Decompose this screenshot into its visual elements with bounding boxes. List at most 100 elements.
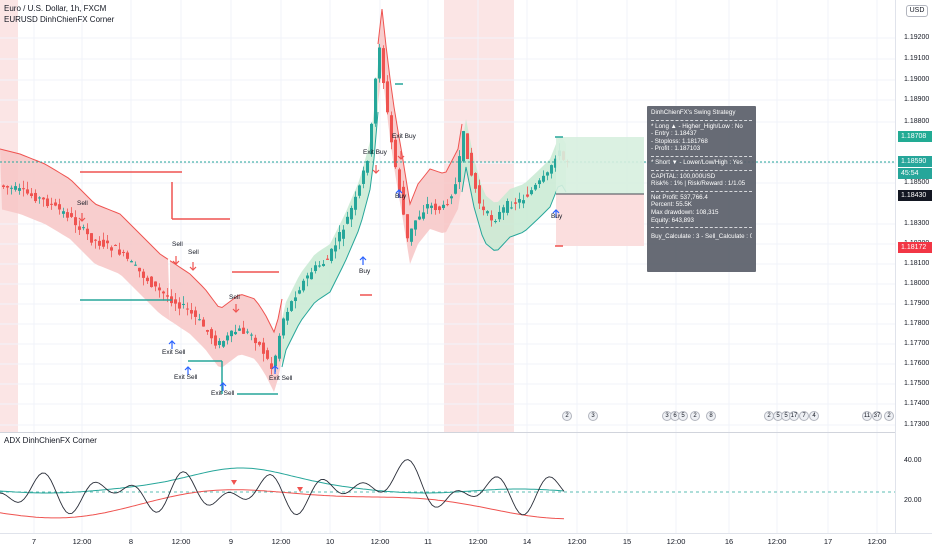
envelope-band <box>170 260 282 392</box>
candle <box>150 276 153 288</box>
envelope-edge <box>377 8 463 206</box>
candle <box>10 187 13 189</box>
divider <box>651 155 752 157</box>
candle <box>234 331 237 335</box>
candle <box>262 342 265 354</box>
price-tick: 1.19100 <box>904 55 930 62</box>
sell-marker-icon <box>231 480 237 485</box>
candle <box>386 81 389 113</box>
countdown-tag: 45:54 <box>898 168 932 179</box>
candle <box>410 228 413 242</box>
candle <box>70 213 73 217</box>
candle <box>266 350 269 359</box>
event-badge[interactable]: 5 <box>678 411 688 421</box>
main-chart[interactable] <box>0 0 895 432</box>
sell-arrow-icon <box>172 260 180 265</box>
candle <box>110 247 113 251</box>
adx-legend[interactable]: ADX DinhChienFX Corner <box>4 436 97 445</box>
divider <box>651 190 752 192</box>
sell-arrow-icon <box>189 266 197 271</box>
strategy-info-panel: DinhChienFX's Swing Strategy * Long ▲ - … <box>647 106 756 272</box>
candle <box>78 226 81 230</box>
candle <box>54 202 57 206</box>
candle <box>498 211 501 220</box>
time-tick: 7 <box>31 537 37 546</box>
candle <box>182 303 185 305</box>
candle <box>530 190 533 195</box>
candle <box>154 281 157 287</box>
event-badge[interactable]: 7 <box>799 411 809 421</box>
event-badge[interactable]: 17 <box>789 411 799 421</box>
event-badge[interactable]: 2 <box>884 411 894 421</box>
capital-line: CAPITAL: 100,000USD <box>651 172 716 180</box>
candle <box>230 330 233 337</box>
candle <box>210 329 213 339</box>
candle <box>282 318 285 336</box>
candle <box>254 337 257 344</box>
candle <box>46 198 49 207</box>
event-badge[interactable]: 3 <box>588 411 598 421</box>
event-badge[interactable]: 4 <box>809 411 819 421</box>
candle <box>258 341 261 345</box>
candle <box>398 169 401 192</box>
time-axis[interactable]: 7 12:00 8 12:00 9 12:00 10 12:00 11 12:00 14 12:00 1… <box>0 533 932 550</box>
currency-selector[interactable]: USD <box>906 5 928 17</box>
event-badge[interactable]: 2 <box>562 411 572 421</box>
candle <box>82 227 85 229</box>
candle <box>202 319 205 327</box>
candle <box>86 228 89 235</box>
candle <box>250 334 253 336</box>
candle <box>166 295 169 297</box>
price-tick: 1.17600 <box>904 360 930 367</box>
candle <box>322 263 325 267</box>
candle <box>34 192 37 202</box>
buy-label: Buy <box>359 268 371 275</box>
event-badge[interactable]: 11 <box>862 411 872 421</box>
candle <box>38 197 41 199</box>
candle <box>334 245 337 252</box>
price-tick: 1.18100 <box>904 260 930 267</box>
price-axis[interactable] <box>895 0 932 533</box>
candle <box>126 252 129 259</box>
candle <box>506 201 509 213</box>
sell-label: Sell <box>188 249 199 256</box>
symbol-title[interactable]: Euro / U.S. Dollar, 1h, FXCM <box>4 4 107 13</box>
candle <box>494 221 497 223</box>
envelope-edge <box>169 260 283 334</box>
price-tick: 1.17300 <box>904 421 930 428</box>
max-drawdown-line: Max drawdown: 108,315 <box>651 208 719 216</box>
event-badge[interactable]: 8 <box>706 411 716 421</box>
price-tick: 1.17700 <box>904 340 930 347</box>
candle <box>418 216 421 220</box>
candle <box>522 200 525 204</box>
candle <box>14 186 17 190</box>
take-profit-tag: 1.18708 <box>898 131 932 142</box>
event-badge[interactable]: 2 <box>690 411 700 421</box>
price-tick: 1.17500 <box>904 380 930 387</box>
candle <box>354 196 357 210</box>
equity-line: Equity: 643,893 <box>651 216 695 224</box>
candle <box>370 123 373 155</box>
net-profit-line: Net Profit: 537,766.4 <box>651 193 708 201</box>
candle <box>442 204 445 209</box>
candle <box>406 214 409 239</box>
candle <box>118 249 121 255</box>
indicator-legend[interactable]: EURUSD DinhChienFX Corner <box>4 15 115 24</box>
candle <box>98 240 101 246</box>
exit-sell-label: Exit Sell <box>211 390 235 397</box>
event-badge[interactable]: 37 <box>872 411 882 421</box>
candle <box>206 330 209 332</box>
time-tick: 11 <box>424 537 432 546</box>
candle <box>130 261 133 263</box>
time-tick: 17 <box>823 537 833 546</box>
candle <box>514 202 517 204</box>
candle <box>382 48 385 84</box>
candle <box>462 131 465 162</box>
candle <box>426 204 429 209</box>
candle <box>338 232 341 242</box>
pane-divider[interactable] <box>0 432 932 433</box>
candle <box>490 215 493 221</box>
candle <box>274 355 277 367</box>
candle <box>218 340 221 345</box>
adx-pane[interactable] <box>0 433 895 533</box>
